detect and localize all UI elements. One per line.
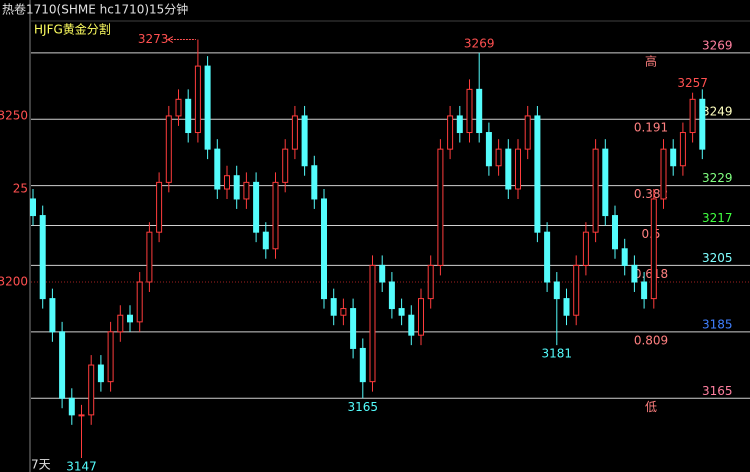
annotation: 3269 <box>464 36 495 50</box>
annotation: 3165 <box>348 400 379 414</box>
indicator-name: HJFG黄金分割 <box>34 22 111 37</box>
candle-body <box>592 148 599 233</box>
candle-body <box>156 181 163 233</box>
candle-body <box>340 308 347 316</box>
candle-body <box>39 215 46 300</box>
annotation: 3257 <box>677 76 708 90</box>
candle-body <box>437 148 444 266</box>
candle-body <box>631 264 638 283</box>
chart-title: 热卷1710(SHME hc1710)15分钟 <box>2 2 188 17</box>
level-label: 3185 <box>702 317 733 331</box>
candle-body <box>621 248 628 266</box>
candle-body <box>59 331 66 399</box>
y-tick-label: 3250 <box>0 108 28 122</box>
annotation-arrowhead <box>166 36 174 43</box>
candle-body <box>398 308 405 316</box>
candle-body <box>427 264 434 300</box>
period-label: 7天 <box>31 458 51 472</box>
y-tick-label: 3200 <box>0 275 28 289</box>
candle-body <box>524 115 531 150</box>
candle-body <box>78 414 85 417</box>
candle-body <box>321 198 327 300</box>
candle-body <box>573 264 580 316</box>
candle-body <box>214 148 221 190</box>
candle-body <box>30 198 36 217</box>
ratio-label: 低 <box>645 400 657 414</box>
candle-body <box>466 88 473 134</box>
level-label: 3269 <box>702 38 733 52</box>
candle-body <box>476 88 483 134</box>
level-label: 3249 <box>702 105 733 119</box>
candle-body <box>117 314 124 333</box>
candle-body <box>485 132 492 167</box>
candle-body <box>330 298 337 316</box>
candle-body <box>291 115 298 150</box>
candle-body <box>233 175 240 200</box>
candle-body <box>136 281 143 323</box>
level-label: 3205 <box>702 251 733 265</box>
candle-body <box>515 148 521 190</box>
candle-body <box>505 148 512 190</box>
candle-body <box>253 181 260 233</box>
candle-body <box>262 231 269 250</box>
candle-body <box>204 65 211 150</box>
candle-body <box>388 281 395 310</box>
candle-body <box>369 264 376 383</box>
candle-body <box>194 65 201 134</box>
candle-body <box>641 281 648 300</box>
candle-body <box>447 115 454 150</box>
candle-body <box>582 231 589 266</box>
candle-body <box>49 298 56 333</box>
candle-body <box>88 364 95 416</box>
ratio-label: 高 <box>645 53 657 68</box>
candle-body <box>612 215 618 250</box>
ratio-label: 0.191 <box>634 121 668 135</box>
candle-body <box>670 148 677 167</box>
candle-body <box>699 98 706 150</box>
candle-body <box>534 115 541 233</box>
ratio-label: 0.809 <box>634 333 668 347</box>
candle-body <box>553 281 560 300</box>
candle-body <box>68 397 75 416</box>
annotation: 3147 <box>66 460 97 472</box>
ratio-label: 0.382 <box>634 187 668 201</box>
annotation: 3273 <box>138 32 169 46</box>
candle-body <box>97 364 104 383</box>
candle-body <box>495 148 502 167</box>
candle-body <box>301 115 308 167</box>
candle-body <box>650 198 657 300</box>
candle-body <box>602 148 609 217</box>
candle-body <box>689 98 696 134</box>
candle-body <box>165 115 172 183</box>
candle-body <box>127 314 133 323</box>
candle-body <box>185 98 192 134</box>
candle-body <box>107 331 114 383</box>
candle-body <box>175 98 182 117</box>
annotation: 3181 <box>542 347 573 361</box>
candle-body <box>418 298 424 336</box>
level-label: 3217 <box>702 211 733 225</box>
candle-body <box>243 181 250 200</box>
candle-body <box>146 231 153 283</box>
candle-body <box>282 148 289 183</box>
candle-body <box>224 175 230 190</box>
candle-body <box>660 148 667 200</box>
candle-body <box>563 298 570 316</box>
candle-body <box>456 115 463 134</box>
candle-body <box>272 181 279 250</box>
candle-body <box>350 308 357 349</box>
candle-body <box>679 132 686 167</box>
level-label: 3229 <box>702 171 733 185</box>
candle-body <box>408 314 415 336</box>
level-label: 3165 <box>702 384 733 398</box>
candle-body <box>359 347 366 383</box>
candle-body <box>311 165 318 200</box>
y-tick-label: 25 <box>13 181 28 195</box>
candle-body <box>379 264 386 283</box>
candle-body <box>544 231 551 283</box>
